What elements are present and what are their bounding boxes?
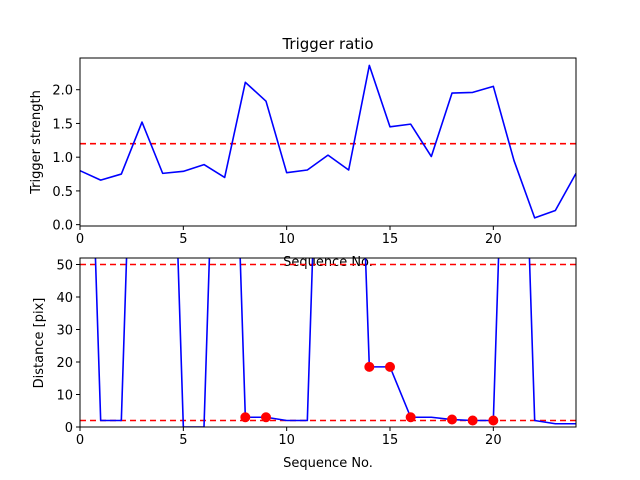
x-tick-label: 20 [485, 232, 502, 247]
y-tick-label: 1.5 [52, 117, 73, 132]
data-point [447, 414, 457, 425]
y-tick-label: 0 [65, 421, 73, 436]
x-tick-label: 10 [278, 433, 295, 448]
x-tick-label: 10 [278, 232, 295, 247]
y-tick-label: 50 [56, 259, 73, 274]
data-point [467, 415, 478, 426]
plot-area [80, 64, 576, 219]
chart-distance: Distance [pix] Sequence No. 0 5 10 15 20 0 10 2… [32, 257, 577, 471]
y-tick-label: 40 [56, 291, 73, 306]
tick-group: 0 5 10 15 20 0 10 20 30 40 50 [56, 259, 501, 449]
plot-area [80, 258, 576, 427]
y-axis-label: Distance [pix] [32, 298, 47, 389]
x-tick-label: 20 [485, 433, 502, 448]
data-point [488, 415, 499, 426]
y-tick-label: 10 [56, 389, 73, 404]
series-line [80, 64, 576, 219]
y-tick-label: 0.0 [52, 219, 73, 234]
y-tick-label: 0.5 [52, 185, 73, 200]
data-point [364, 361, 375, 372]
data-point [405, 412, 416, 423]
x-axis-label: Sequence No. [283, 456, 373, 471]
tick-group: 0 5 10 15 20 0.0 0.5 1.0 1.5 2.0 [52, 84, 501, 247]
chart-title: Trigger ratio [281, 35, 373, 53]
chart-trigger-ratio: Trigger ratio Trigger strength Sequence … [29, 35, 577, 270]
y-tick-label: 20 [56, 356, 73, 371]
plot-frame [79, 57, 577, 227]
data-point [385, 361, 395, 372]
x-axis-label: Sequence No. [283, 255, 373, 270]
x-tick-label: 5 [179, 232, 187, 247]
y-tick-label: 2.0 [52, 84, 73, 99]
data-point [240, 412, 251, 423]
x-tick-label: 0 [76, 433, 84, 448]
y-tick-label: 1.0 [52, 151, 73, 166]
x-tick-label: 15 [382, 433, 399, 448]
y-axis-label: Trigger strength [29, 90, 44, 195]
data-point [261, 412, 271, 423]
y-tick-label: 30 [56, 324, 73, 339]
x-tick-label: 15 [382, 232, 399, 247]
plot-frame [79, 257, 577, 428]
x-tick-label: 5 [179, 433, 187, 448]
x-tick-label: 0 [76, 232, 84, 247]
